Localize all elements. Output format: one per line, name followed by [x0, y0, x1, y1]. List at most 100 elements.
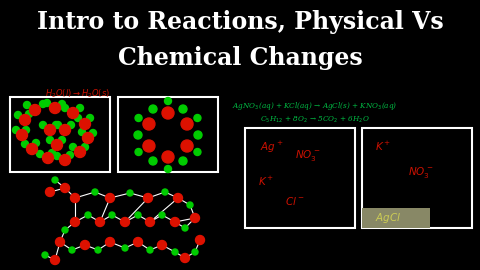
Circle shape — [60, 154, 71, 166]
Bar — [362, 208, 430, 228]
Circle shape — [194, 131, 202, 139]
Circle shape — [24, 102, 31, 109]
Circle shape — [157, 241, 167, 249]
Circle shape — [134, 131, 142, 139]
Circle shape — [173, 194, 182, 202]
Circle shape — [16, 130, 27, 140]
Circle shape — [52, 122, 60, 129]
Circle shape — [149, 105, 157, 113]
Circle shape — [20, 114, 31, 126]
Text: $NO_3^-$: $NO_3^-$ — [408, 165, 433, 180]
Circle shape — [81, 241, 89, 249]
Bar — [10, 97, 110, 172]
Circle shape — [159, 212, 165, 218]
Circle shape — [135, 114, 142, 122]
Circle shape — [89, 130, 96, 137]
Circle shape — [42, 252, 48, 258]
Circle shape — [25, 110, 33, 117]
Circle shape — [74, 147, 85, 157]
Circle shape — [135, 148, 142, 156]
Circle shape — [144, 194, 153, 202]
Circle shape — [83, 133, 94, 143]
Circle shape — [162, 107, 174, 119]
Circle shape — [85, 212, 91, 218]
Circle shape — [26, 143, 37, 154]
Text: $H_2O(l) \rightarrow H_2O(s)$: $H_2O(l) \rightarrow H_2O(s)$ — [46, 88, 110, 100]
Circle shape — [29, 104, 40, 116]
Circle shape — [182, 225, 188, 231]
Circle shape — [33, 140, 39, 147]
Circle shape — [149, 157, 157, 165]
Circle shape — [79, 129, 85, 136]
Circle shape — [92, 189, 98, 195]
Circle shape — [181, 140, 193, 152]
Circle shape — [43, 153, 53, 164]
Circle shape — [62, 227, 68, 233]
Circle shape — [179, 157, 187, 165]
Circle shape — [165, 166, 171, 173]
Circle shape — [195, 235, 204, 245]
Text: $K^+$: $K^+$ — [258, 175, 275, 188]
Circle shape — [12, 127, 20, 133]
Circle shape — [162, 189, 168, 195]
Text: $Ag^+$: $Ag^+$ — [260, 140, 284, 155]
Text: $AgCl$: $AgCl$ — [375, 211, 401, 225]
Text: C$_5$H$_{12}$ + 8O$_2$ → 5CO$_2$ + 6H$_2$O: C$_5$H$_{12}$ + 8O$_2$ → 5CO$_2$ + 6H$_2… — [260, 115, 370, 125]
Text: $NO_3^-$: $NO_3^-$ — [295, 148, 321, 163]
Circle shape — [53, 153, 60, 160]
Circle shape — [181, 118, 193, 130]
Circle shape — [69, 247, 75, 253]
Circle shape — [45, 124, 56, 136]
Circle shape — [96, 218, 105, 227]
Circle shape — [71, 218, 80, 227]
Bar — [118, 97, 218, 172]
Circle shape — [135, 212, 141, 218]
Circle shape — [109, 212, 115, 218]
Circle shape — [192, 249, 198, 255]
Circle shape — [187, 202, 193, 208]
Circle shape — [23, 127, 29, 133]
Circle shape — [127, 190, 133, 196]
Circle shape — [95, 247, 101, 253]
Circle shape — [55, 122, 61, 129]
Circle shape — [80, 119, 91, 130]
Circle shape — [180, 254, 190, 262]
Circle shape — [61, 104, 69, 112]
Circle shape — [147, 247, 153, 253]
Circle shape — [106, 194, 115, 202]
Text: AgNO$_3$(aq) + KCl(aq) → AgCl(s) + KNO$_3$(aq): AgNO$_3$(aq) + KCl(aq) → AgCl(s) + KNO$_… — [232, 100, 398, 112]
Circle shape — [49, 103, 60, 113]
Circle shape — [59, 137, 65, 143]
Circle shape — [170, 218, 180, 227]
Circle shape — [143, 140, 155, 152]
Text: $Cl^-$: $Cl^-$ — [285, 195, 305, 207]
Circle shape — [74, 114, 82, 122]
Circle shape — [70, 143, 76, 150]
Circle shape — [68, 107, 79, 119]
Circle shape — [172, 249, 178, 255]
Circle shape — [44, 100, 50, 106]
Circle shape — [143, 118, 155, 130]
Circle shape — [194, 114, 201, 122]
Circle shape — [133, 238, 143, 247]
Circle shape — [179, 105, 187, 113]
Circle shape — [165, 97, 171, 104]
Circle shape — [46, 187, 55, 197]
Circle shape — [60, 124, 71, 136]
Circle shape — [14, 112, 22, 119]
Circle shape — [76, 104, 84, 112]
Circle shape — [67, 151, 73, 158]
Text: $K^+$: $K^+$ — [375, 140, 391, 153]
Circle shape — [68, 122, 74, 129]
Circle shape — [194, 148, 201, 156]
Circle shape — [51, 140, 62, 150]
Circle shape — [48, 150, 56, 157]
Circle shape — [86, 114, 94, 122]
Bar — [245, 128, 355, 228]
Bar — [362, 128, 472, 228]
Circle shape — [82, 143, 88, 150]
Circle shape — [50, 255, 60, 265]
Circle shape — [56, 238, 64, 247]
Text: Chemical Changes: Chemical Changes — [118, 46, 362, 70]
Circle shape — [122, 245, 128, 251]
